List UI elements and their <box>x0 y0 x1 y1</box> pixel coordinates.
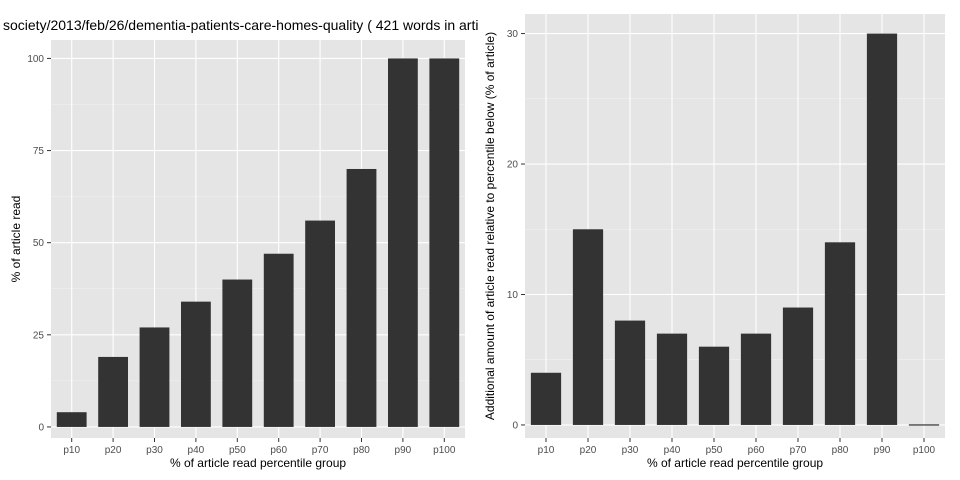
bar-p80 <box>346 168 377 427</box>
bar-p20 <box>572 229 604 425</box>
x-tick-label: p100 <box>433 445 456 456</box>
x-tick-label: p90 <box>874 445 891 456</box>
bar-p60 <box>263 253 294 427</box>
y-tick-label: 10 <box>507 290 519 301</box>
x-tick-label: p30 <box>622 445 639 456</box>
x-tick-label: p60 <box>748 445 765 456</box>
x-tick-label: p40 <box>188 445 205 456</box>
y-axis-title: Additional amount of article read relati… <box>483 32 497 420</box>
bar-p40 <box>180 301 211 427</box>
y-axis-title: % of article read <box>9 196 23 283</box>
x-tick-label: p70 <box>790 445 807 456</box>
y-tick-label: 20 <box>507 160 519 171</box>
x-tick-label: p50 <box>706 445 723 456</box>
x-tick-label: p40 <box>664 445 681 456</box>
bar-p90 <box>866 33 898 425</box>
x-tick-label: p50 <box>229 445 246 456</box>
y-tick-label: 30 <box>507 29 519 40</box>
x-tick-label: p20 <box>105 445 122 456</box>
bar-p70 <box>782 307 814 425</box>
y-tick-label: 100 <box>27 54 44 65</box>
y-tick-label: 0 <box>512 420 518 431</box>
bar-p50 <box>698 346 730 425</box>
bar-p30 <box>139 327 170 427</box>
x-tick-label: p80 <box>832 445 849 456</box>
bar-p50 <box>222 279 253 427</box>
bar-p100 <box>429 58 460 427</box>
x-tick-label: p20 <box>580 445 597 456</box>
chart-title: society/2013/feb/26/dementia-patients-ca… <box>3 17 501 33</box>
bar-p70 <box>305 220 336 427</box>
y-tick-label: 75 <box>33 146 45 157</box>
x-tick-label: p70 <box>312 445 329 456</box>
x-tick-label: p10 <box>538 445 555 456</box>
right-bar-chart: 0 10 20 30 p10 p20 p30 p40 p50 p60 p70 p80 p90 p100 % … <box>483 14 945 470</box>
x-tick-label: p80 <box>353 445 370 456</box>
bar-p80 <box>824 242 856 425</box>
bar-p20 <box>98 356 129 427</box>
bar-p90 <box>387 58 418 427</box>
bar-p40 <box>656 333 688 425</box>
y-tick-label: 0 <box>38 422 44 433</box>
y-tick-label: 50 <box>33 238 45 249</box>
x-axis-title: % of article read percentile group <box>170 456 346 470</box>
y-tick-label: 25 <box>33 330 45 341</box>
bar-p100 <box>908 424 940 426</box>
x-tick-label: p10 <box>63 445 80 456</box>
bar-p10 <box>530 372 562 425</box>
bar-p30 <box>614 320 646 425</box>
x-axis-title: % of article read percentile group <box>647 456 823 470</box>
x-tick-label: p60 <box>270 445 287 456</box>
x-tick-label: p100 <box>913 445 936 456</box>
bar-p60 <box>740 333 772 425</box>
bar-p10 <box>56 412 87 427</box>
x-tick-label: p30 <box>146 445 163 456</box>
x-tick-label: p90 <box>395 445 412 456</box>
left-bar-chart: 0 25 50 75 100 p10 p20 p30 p40 p50 p60 p70 p80 p90 p10… <box>3 17 501 470</box>
